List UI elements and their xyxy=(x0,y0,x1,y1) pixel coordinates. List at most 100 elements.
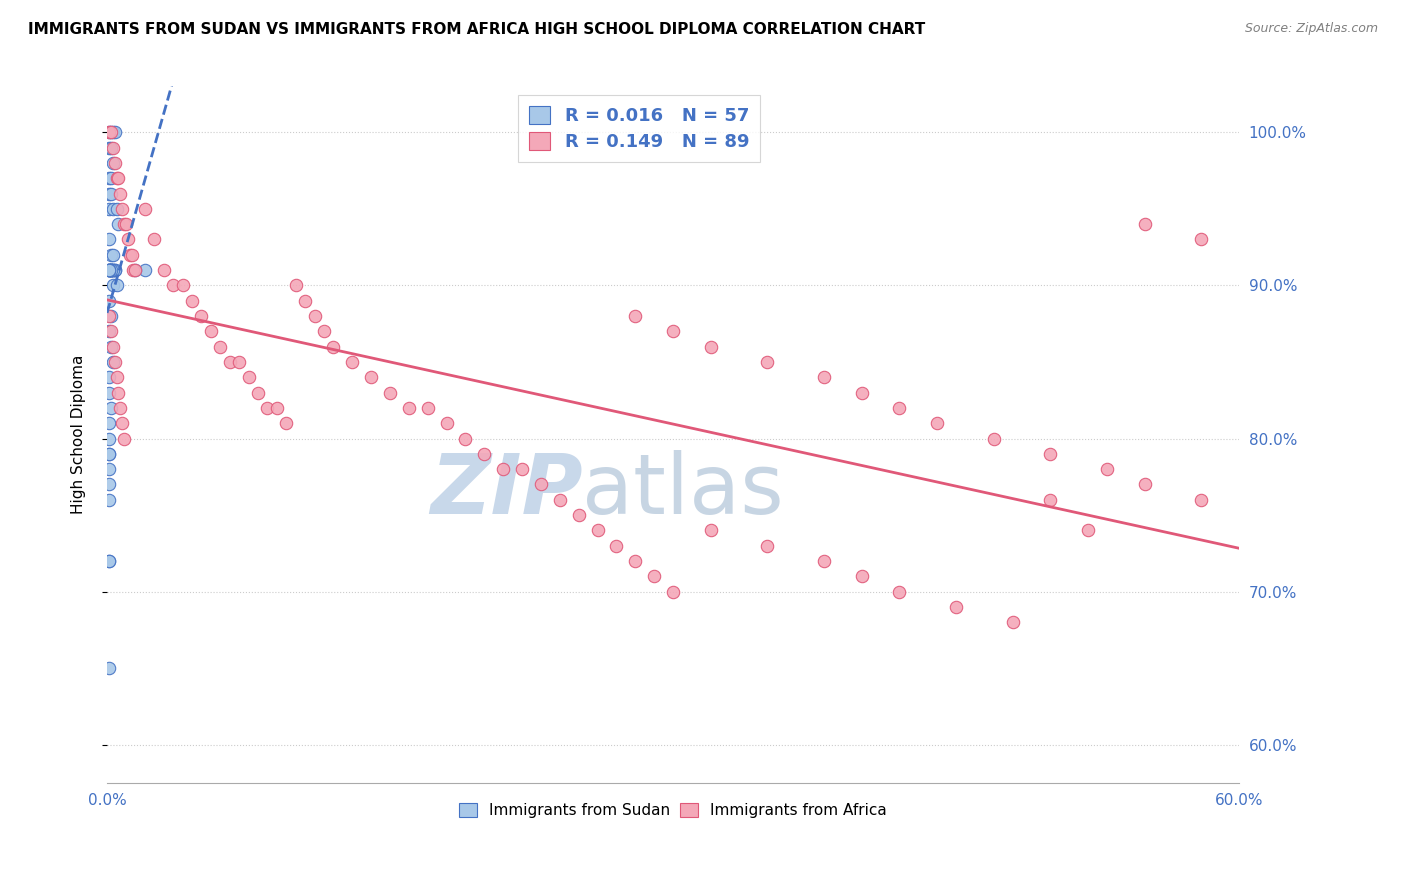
Point xyxy=(97,554,120,568)
Point xyxy=(107,217,129,231)
Point xyxy=(115,217,138,231)
Point xyxy=(100,340,122,354)
Point xyxy=(218,355,240,369)
Point xyxy=(112,217,135,231)
Point xyxy=(813,554,835,568)
Point xyxy=(97,263,120,277)
Point xyxy=(1095,462,1118,476)
Point xyxy=(118,248,141,262)
Point xyxy=(152,263,174,277)
Point xyxy=(97,263,120,277)
Point xyxy=(162,278,184,293)
Point xyxy=(699,524,721,538)
Point xyxy=(945,599,967,614)
Point xyxy=(101,156,124,170)
Point xyxy=(100,140,122,154)
Point xyxy=(1133,217,1156,231)
Point xyxy=(105,171,128,186)
Point xyxy=(105,278,128,293)
Point xyxy=(190,309,212,323)
Point xyxy=(97,554,120,568)
Point xyxy=(100,263,122,277)
Point xyxy=(122,263,145,277)
Text: IMMIGRANTS FROM SUDAN VS IMMIGRANTS FROM AFRICA HIGH SCHOOL DIPLOMA CORRELATION : IMMIGRANTS FROM SUDAN VS IMMIGRANTS FROM… xyxy=(28,22,925,37)
Point xyxy=(100,263,122,277)
Point xyxy=(100,263,122,277)
Point xyxy=(101,140,124,154)
Point xyxy=(100,171,122,186)
Point xyxy=(100,248,122,262)
Point xyxy=(643,569,665,583)
Point xyxy=(104,125,127,139)
Point xyxy=(100,125,122,139)
Point xyxy=(510,462,533,476)
Point xyxy=(200,324,222,338)
Point xyxy=(246,385,269,400)
Point xyxy=(100,125,122,139)
Point xyxy=(124,263,146,277)
Point xyxy=(925,416,948,430)
Point xyxy=(209,340,232,354)
Point xyxy=(398,401,420,415)
Point xyxy=(100,263,122,277)
Point xyxy=(586,524,609,538)
Point xyxy=(889,584,911,599)
Point xyxy=(1001,615,1024,630)
Point xyxy=(454,432,477,446)
Point xyxy=(1039,492,1062,507)
Point xyxy=(143,232,166,246)
Point xyxy=(105,370,128,384)
Point xyxy=(97,385,120,400)
Point xyxy=(436,416,458,430)
Point xyxy=(605,539,627,553)
Point xyxy=(624,554,647,568)
Point xyxy=(97,370,120,384)
Point xyxy=(756,539,779,553)
Point xyxy=(97,186,120,201)
Point xyxy=(97,492,120,507)
Text: Source: ZipAtlas.com: Source: ZipAtlas.com xyxy=(1244,22,1378,36)
Point xyxy=(97,125,120,139)
Point xyxy=(104,263,127,277)
Point xyxy=(104,355,127,369)
Point xyxy=(756,355,779,369)
Point xyxy=(813,370,835,384)
Point xyxy=(624,309,647,323)
Point xyxy=(124,263,146,277)
Point xyxy=(1133,477,1156,491)
Point xyxy=(294,293,316,308)
Point xyxy=(101,263,124,277)
Point xyxy=(134,202,156,216)
Legend: Immigrants from Sudan, Immigrants from Africa: Immigrants from Sudan, Immigrants from A… xyxy=(453,797,893,824)
Point xyxy=(97,416,120,430)
Point xyxy=(97,125,120,139)
Point xyxy=(100,309,122,323)
Point xyxy=(304,309,326,323)
Point xyxy=(238,370,260,384)
Point xyxy=(100,186,122,201)
Point xyxy=(101,263,124,277)
Point xyxy=(97,309,120,323)
Point xyxy=(97,263,120,277)
Point xyxy=(110,186,132,201)
Point xyxy=(360,370,382,384)
Point xyxy=(256,401,278,415)
Point xyxy=(97,263,120,277)
Point xyxy=(97,462,120,476)
Point xyxy=(983,432,1005,446)
Point xyxy=(107,171,129,186)
Point xyxy=(530,477,553,491)
Point xyxy=(1039,447,1062,461)
Point xyxy=(97,447,120,461)
Point xyxy=(111,202,134,216)
Point xyxy=(100,324,122,338)
Point xyxy=(1077,524,1099,538)
Point xyxy=(312,324,335,338)
Point xyxy=(111,416,134,430)
Point xyxy=(97,324,120,338)
Point xyxy=(228,355,250,369)
Point xyxy=(472,447,495,461)
Point xyxy=(97,477,120,491)
Point xyxy=(172,278,194,293)
Y-axis label: High School Diploma: High School Diploma xyxy=(72,355,86,515)
